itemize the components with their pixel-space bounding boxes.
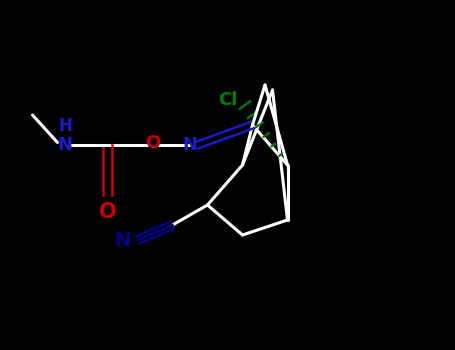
Text: O: O [99, 203, 116, 223]
Text: O: O [145, 133, 160, 152]
Text: H: H [58, 117, 72, 135]
Text: Cl: Cl [218, 91, 238, 109]
Text: N: N [57, 136, 72, 154]
Text: N: N [114, 231, 130, 250]
Text: N: N [182, 136, 197, 154]
